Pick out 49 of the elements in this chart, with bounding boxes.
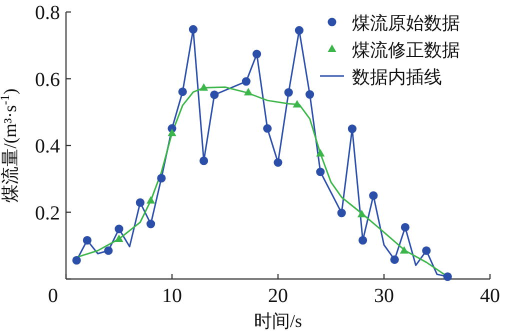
point [114,234,124,242]
x-tick-label: 0 [48,285,58,307]
point [443,272,452,281]
x-tick-label: 40 [480,285,500,307]
y-tick-label: 0.4 [35,136,60,158]
legend-label: 煤流修正数据 [352,40,460,60]
point [348,124,356,134]
point [104,246,113,255]
point [369,191,378,200]
legend-label: 煤流原始数据 [352,13,460,33]
point [390,255,399,264]
point [200,156,208,166]
legend-label: 数据内插线 [352,67,442,87]
point [114,224,124,234]
point [316,149,325,157]
point [274,158,282,167]
point [200,83,208,91]
point [136,198,144,207]
x-tick-label: 10 [162,285,182,307]
point [263,124,272,133]
point [316,168,325,176]
point [72,256,81,265]
point [284,88,293,97]
point [358,236,368,245]
point [252,50,262,58]
point [210,90,219,100]
x-tick-label: 20 [268,285,288,307]
point [146,196,156,204]
point [157,174,166,183]
point [146,220,156,228]
point [242,77,250,86]
point [294,26,304,35]
y-tick-label: 0.2 [35,202,60,224]
x-axis-title: 时间/s [254,311,302,331]
point [422,246,431,255]
point [178,87,187,96]
point [400,246,408,254]
point [337,208,346,218]
point [292,100,302,108]
y-tick-label: 0.6 [35,68,60,91]
point [306,90,314,99]
point [400,222,410,232]
point [244,88,253,96]
point [82,236,92,245]
x-tick-label: 30 [374,285,394,307]
point [357,210,366,218]
point [188,25,198,34]
point [168,128,176,136]
y-tick-label: 0.8 [35,2,60,24]
